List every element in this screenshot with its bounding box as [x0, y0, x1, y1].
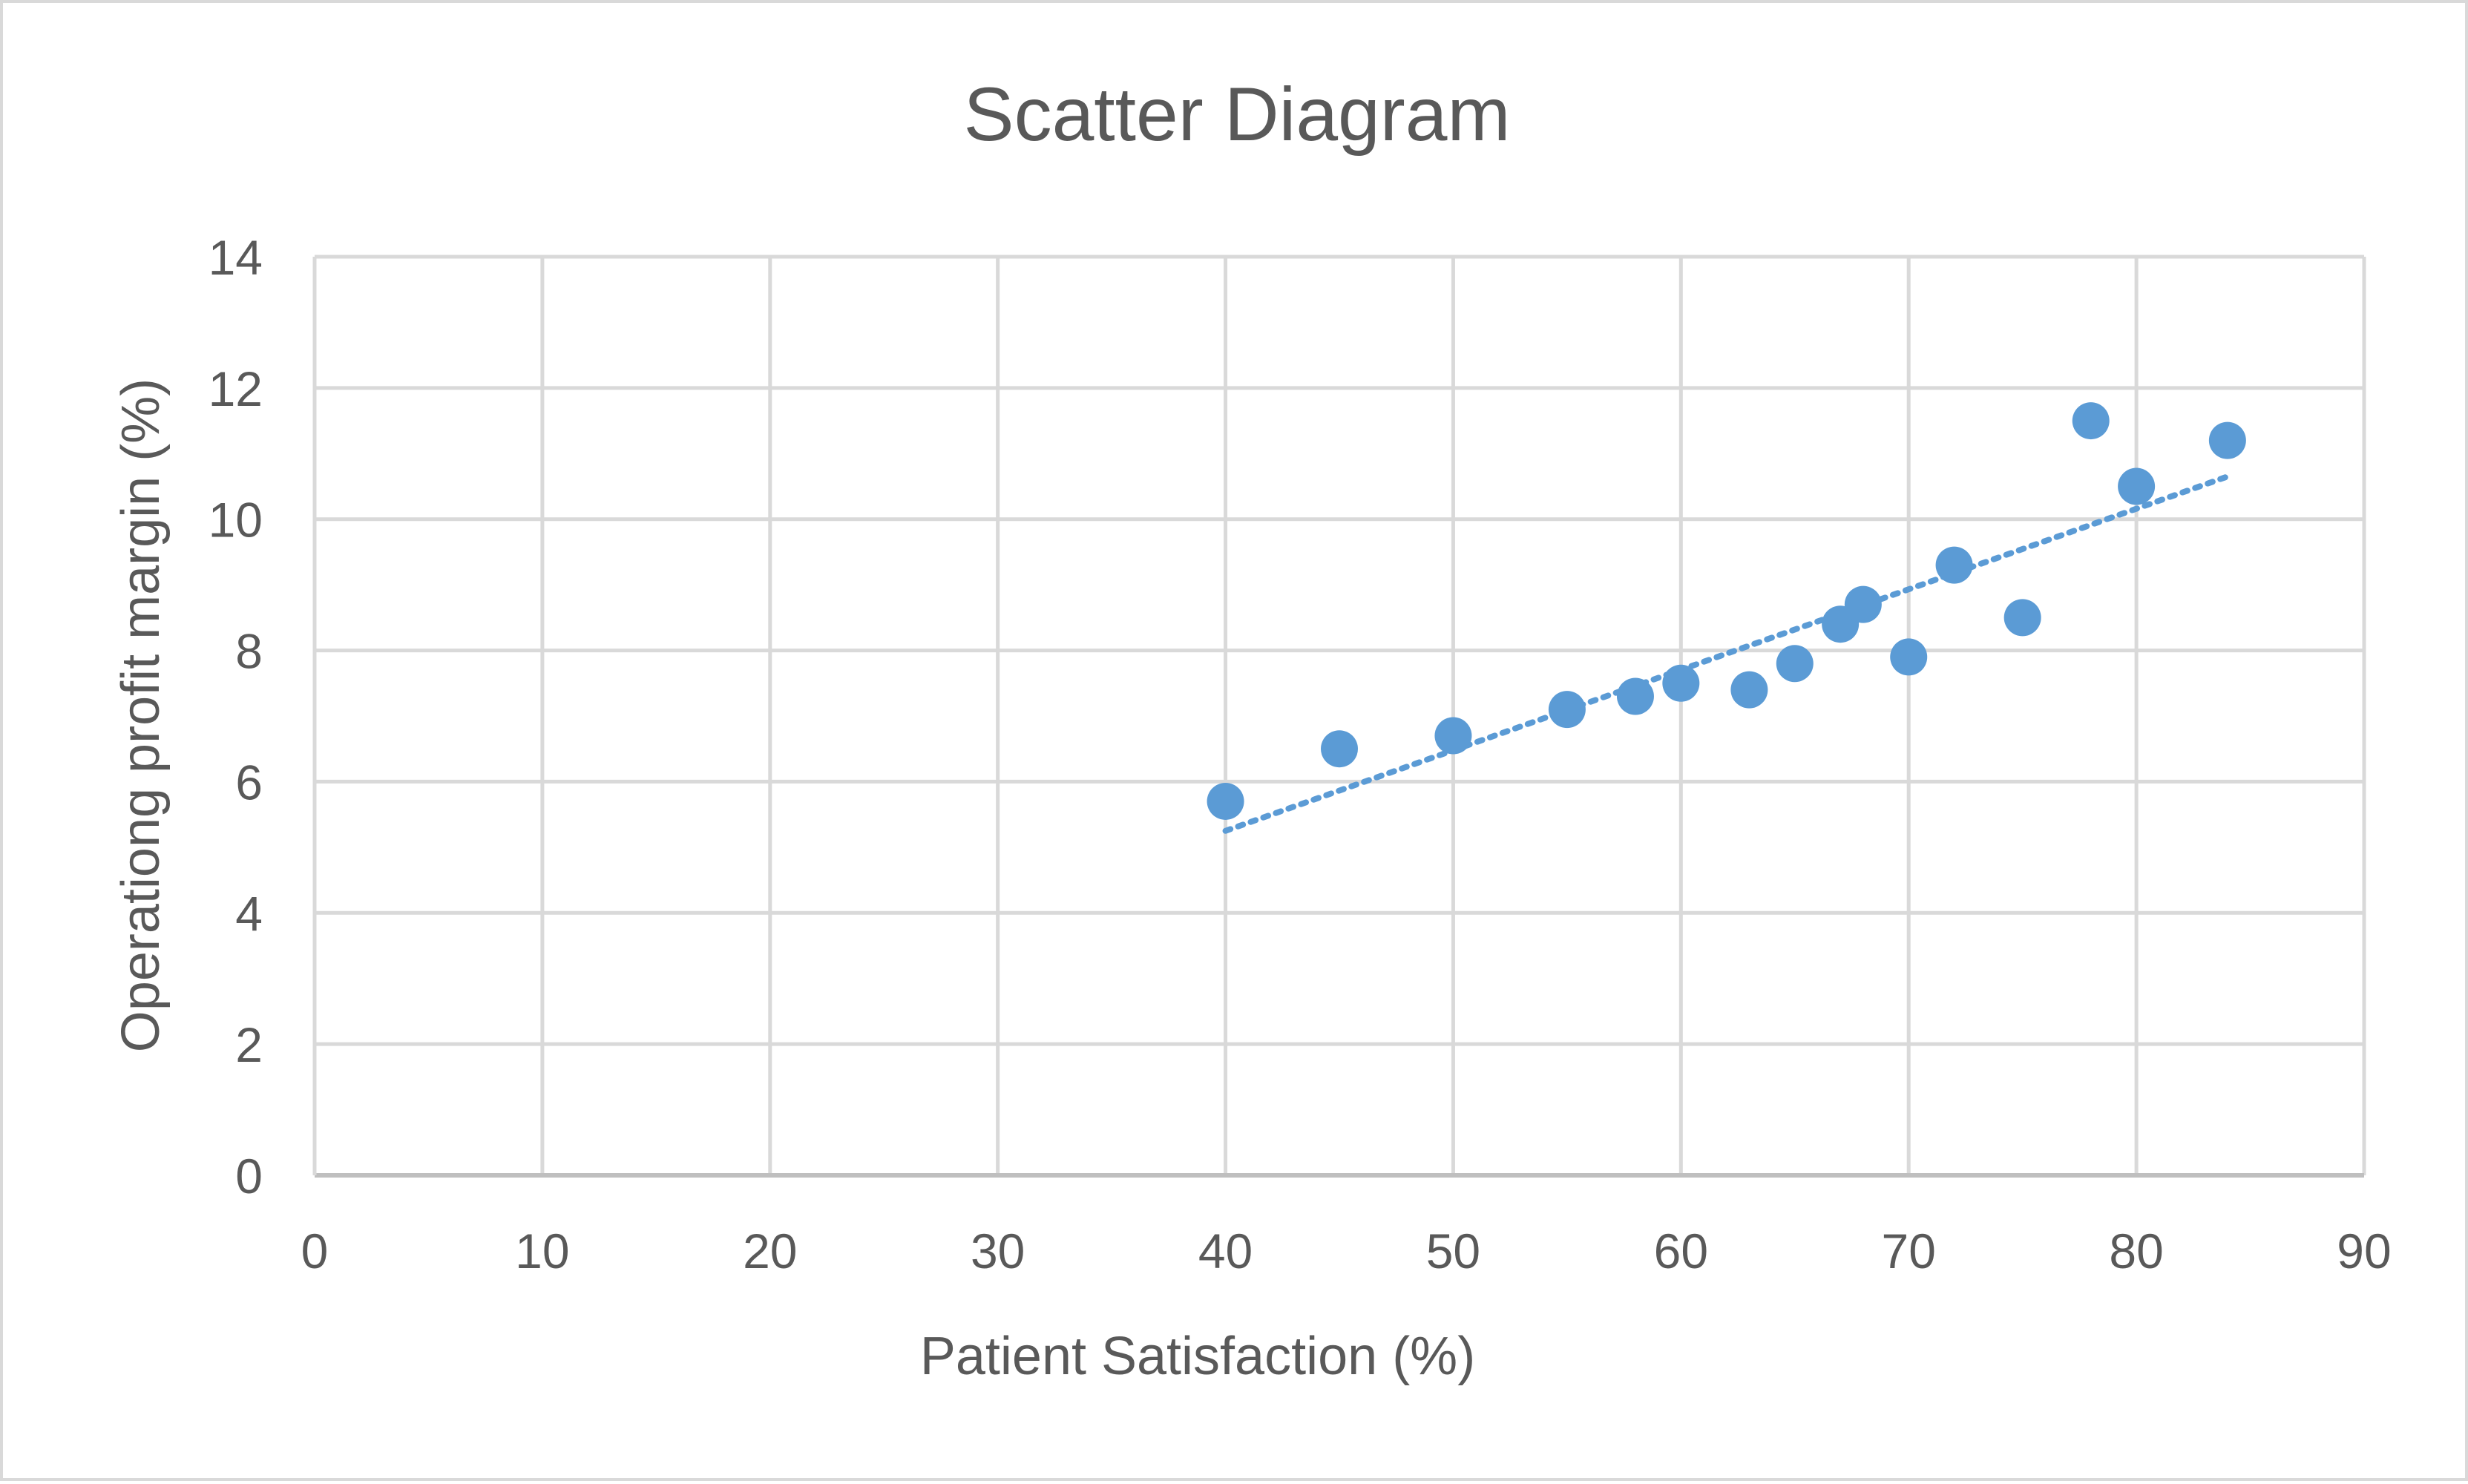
- chart-title: Scatter Diagram: [964, 72, 1511, 157]
- data-point: [1776, 645, 1814, 683]
- y-tick-label: 8: [235, 624, 263, 679]
- data-point: [1935, 546, 1973, 584]
- grid-lines: [315, 255, 2366, 1175]
- data-point: [1616, 677, 1654, 715]
- y-tick-label: 10: [209, 493, 263, 548]
- data-points: [1207, 402, 2246, 820]
- tick-labels: 0 2 4 6 8 10 12 14 0 10 20 30 40 50 60 70 80 90: [209, 230, 2392, 1278]
- y-tick-label: 12: [209, 361, 263, 416]
- y-tick-label: 2: [235, 1017, 263, 1072]
- x-tick-label: 80: [2109, 1224, 2163, 1278]
- data-point: [1890, 638, 1928, 676]
- y-tick-label: 6: [235, 755, 263, 810]
- x-tick-label: 20: [743, 1224, 797, 1278]
- x-tick-label: 70: [1882, 1224, 1936, 1278]
- data-point: [1434, 717, 1472, 755]
- axes: [312, 257, 2364, 1178]
- x-tick-label: 90: [2337, 1224, 2391, 1278]
- data-point: [1321, 730, 1358, 768]
- data-point: [1548, 691, 1586, 729]
- data-point: [2118, 467, 2156, 505]
- x-tick-label: 50: [1426, 1224, 1480, 1278]
- data-point: [1844, 585, 1882, 623]
- x-tick-label: 10: [515, 1224, 569, 1278]
- trendline: [1222, 473, 2231, 834]
- y-tick-label: 4: [235, 886, 263, 941]
- data-point: [1730, 671, 1768, 709]
- data-point: [2072, 402, 2110, 440]
- data-point: [1207, 782, 1244, 820]
- x-tick-label: 60: [1654, 1224, 1708, 1278]
- x-tick-label: 0: [301, 1224, 329, 1278]
- data-point: [2208, 421, 2246, 459]
- y-axis-title: Operationg profit margin (%): [111, 378, 171, 1052]
- data-point: [2003, 599, 2041, 637]
- y-tick-label: 14: [209, 230, 263, 285]
- y-tick-label: 0: [235, 1149, 263, 1204]
- x-tick-label: 30: [971, 1224, 1025, 1278]
- x-axis-title: Patient Satisfaction (%): [920, 1327, 1475, 1386]
- data-point: [1662, 664, 1700, 702]
- scatter-chart: Scatter Diagram 0 2 4 6 8 10 12 14 0 10 20 30 40 50 60…: [111, 72, 2392, 1386]
- trendline-layer: [1222, 473, 2231, 834]
- x-tick-label: 40: [1198, 1224, 1253, 1278]
